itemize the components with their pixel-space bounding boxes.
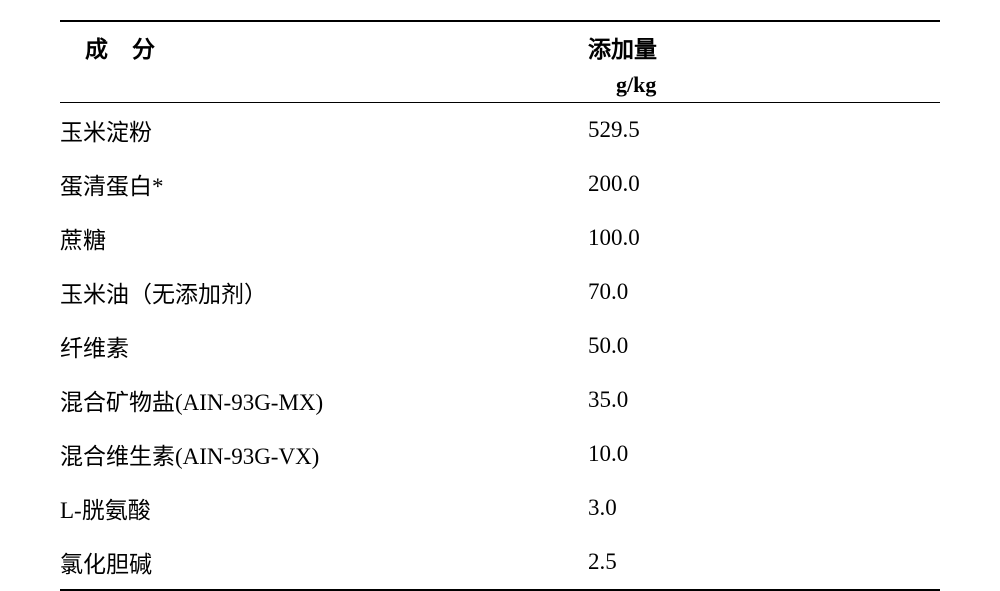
component-cell: 混合维生素(AIN-93G-VX) bbox=[60, 427, 588, 481]
table-row: 氯化胆碱 2.5 bbox=[60, 535, 940, 590]
amount-cell: 529.5 bbox=[588, 103, 940, 158]
header-amount: 添加量 g/kg bbox=[588, 21, 940, 103]
header-amount-label: 添加量 bbox=[588, 30, 940, 64]
table-row: 蛋清蛋白* 200.0 bbox=[60, 157, 940, 211]
component-cell: 蔗糖 bbox=[60, 211, 588, 265]
component-cell: 玉米油（无添加剂） bbox=[60, 265, 588, 319]
table-row: 玉米淀粉 529.5 bbox=[60, 103, 940, 158]
component-cell: 混合矿物盐(AIN-93G-MX) bbox=[60, 373, 588, 427]
amount-cell: 2.5 bbox=[588, 535, 940, 590]
amount-cell: 100.0 bbox=[588, 211, 940, 265]
component-cell: 玉米淀粉 bbox=[60, 103, 588, 158]
table-row: L-胱氨酸 3.0 bbox=[60, 481, 940, 535]
header-component-char1: 成 bbox=[85, 37, 108, 62]
table-header-row: 成分 添加量 g/kg bbox=[60, 21, 940, 103]
component-cell: 蛋清蛋白* bbox=[60, 157, 588, 211]
header-component-char2: 分 bbox=[132, 37, 155, 62]
amount-cell: 10.0 bbox=[588, 427, 940, 481]
header-amount-unit: g/kg bbox=[588, 64, 940, 98]
table-row: 混合维生素(AIN-93G-VX) 10.0 bbox=[60, 427, 940, 481]
amount-cell: 35.0 bbox=[588, 373, 940, 427]
amount-cell: 50.0 bbox=[588, 319, 940, 373]
component-cell: L-胱氨酸 bbox=[60, 481, 588, 535]
header-component: 成分 bbox=[60, 21, 588, 103]
table-row: 混合矿物盐(AIN-93G-MX) 35.0 bbox=[60, 373, 940, 427]
amount-cell: 200.0 bbox=[588, 157, 940, 211]
component-cell: 氯化胆碱 bbox=[60, 535, 588, 590]
table-row: 玉米油（无添加剂） 70.0 bbox=[60, 265, 940, 319]
amount-cell: 3.0 bbox=[588, 481, 940, 535]
amount-cell: 70.0 bbox=[588, 265, 940, 319]
component-cell: 纤维素 bbox=[60, 319, 588, 373]
table-row: 纤维素 50.0 bbox=[60, 319, 940, 373]
table-row: 蔗糖 100.0 bbox=[60, 211, 940, 265]
ingredients-table: 成分 添加量 g/kg 玉米淀粉 529.5 蛋清蛋白* 200.0 蔗糖 10… bbox=[60, 20, 940, 591]
table-body: 玉米淀粉 529.5 蛋清蛋白* 200.0 蔗糖 100.0 玉米油（无添加剂… bbox=[60, 103, 940, 591]
